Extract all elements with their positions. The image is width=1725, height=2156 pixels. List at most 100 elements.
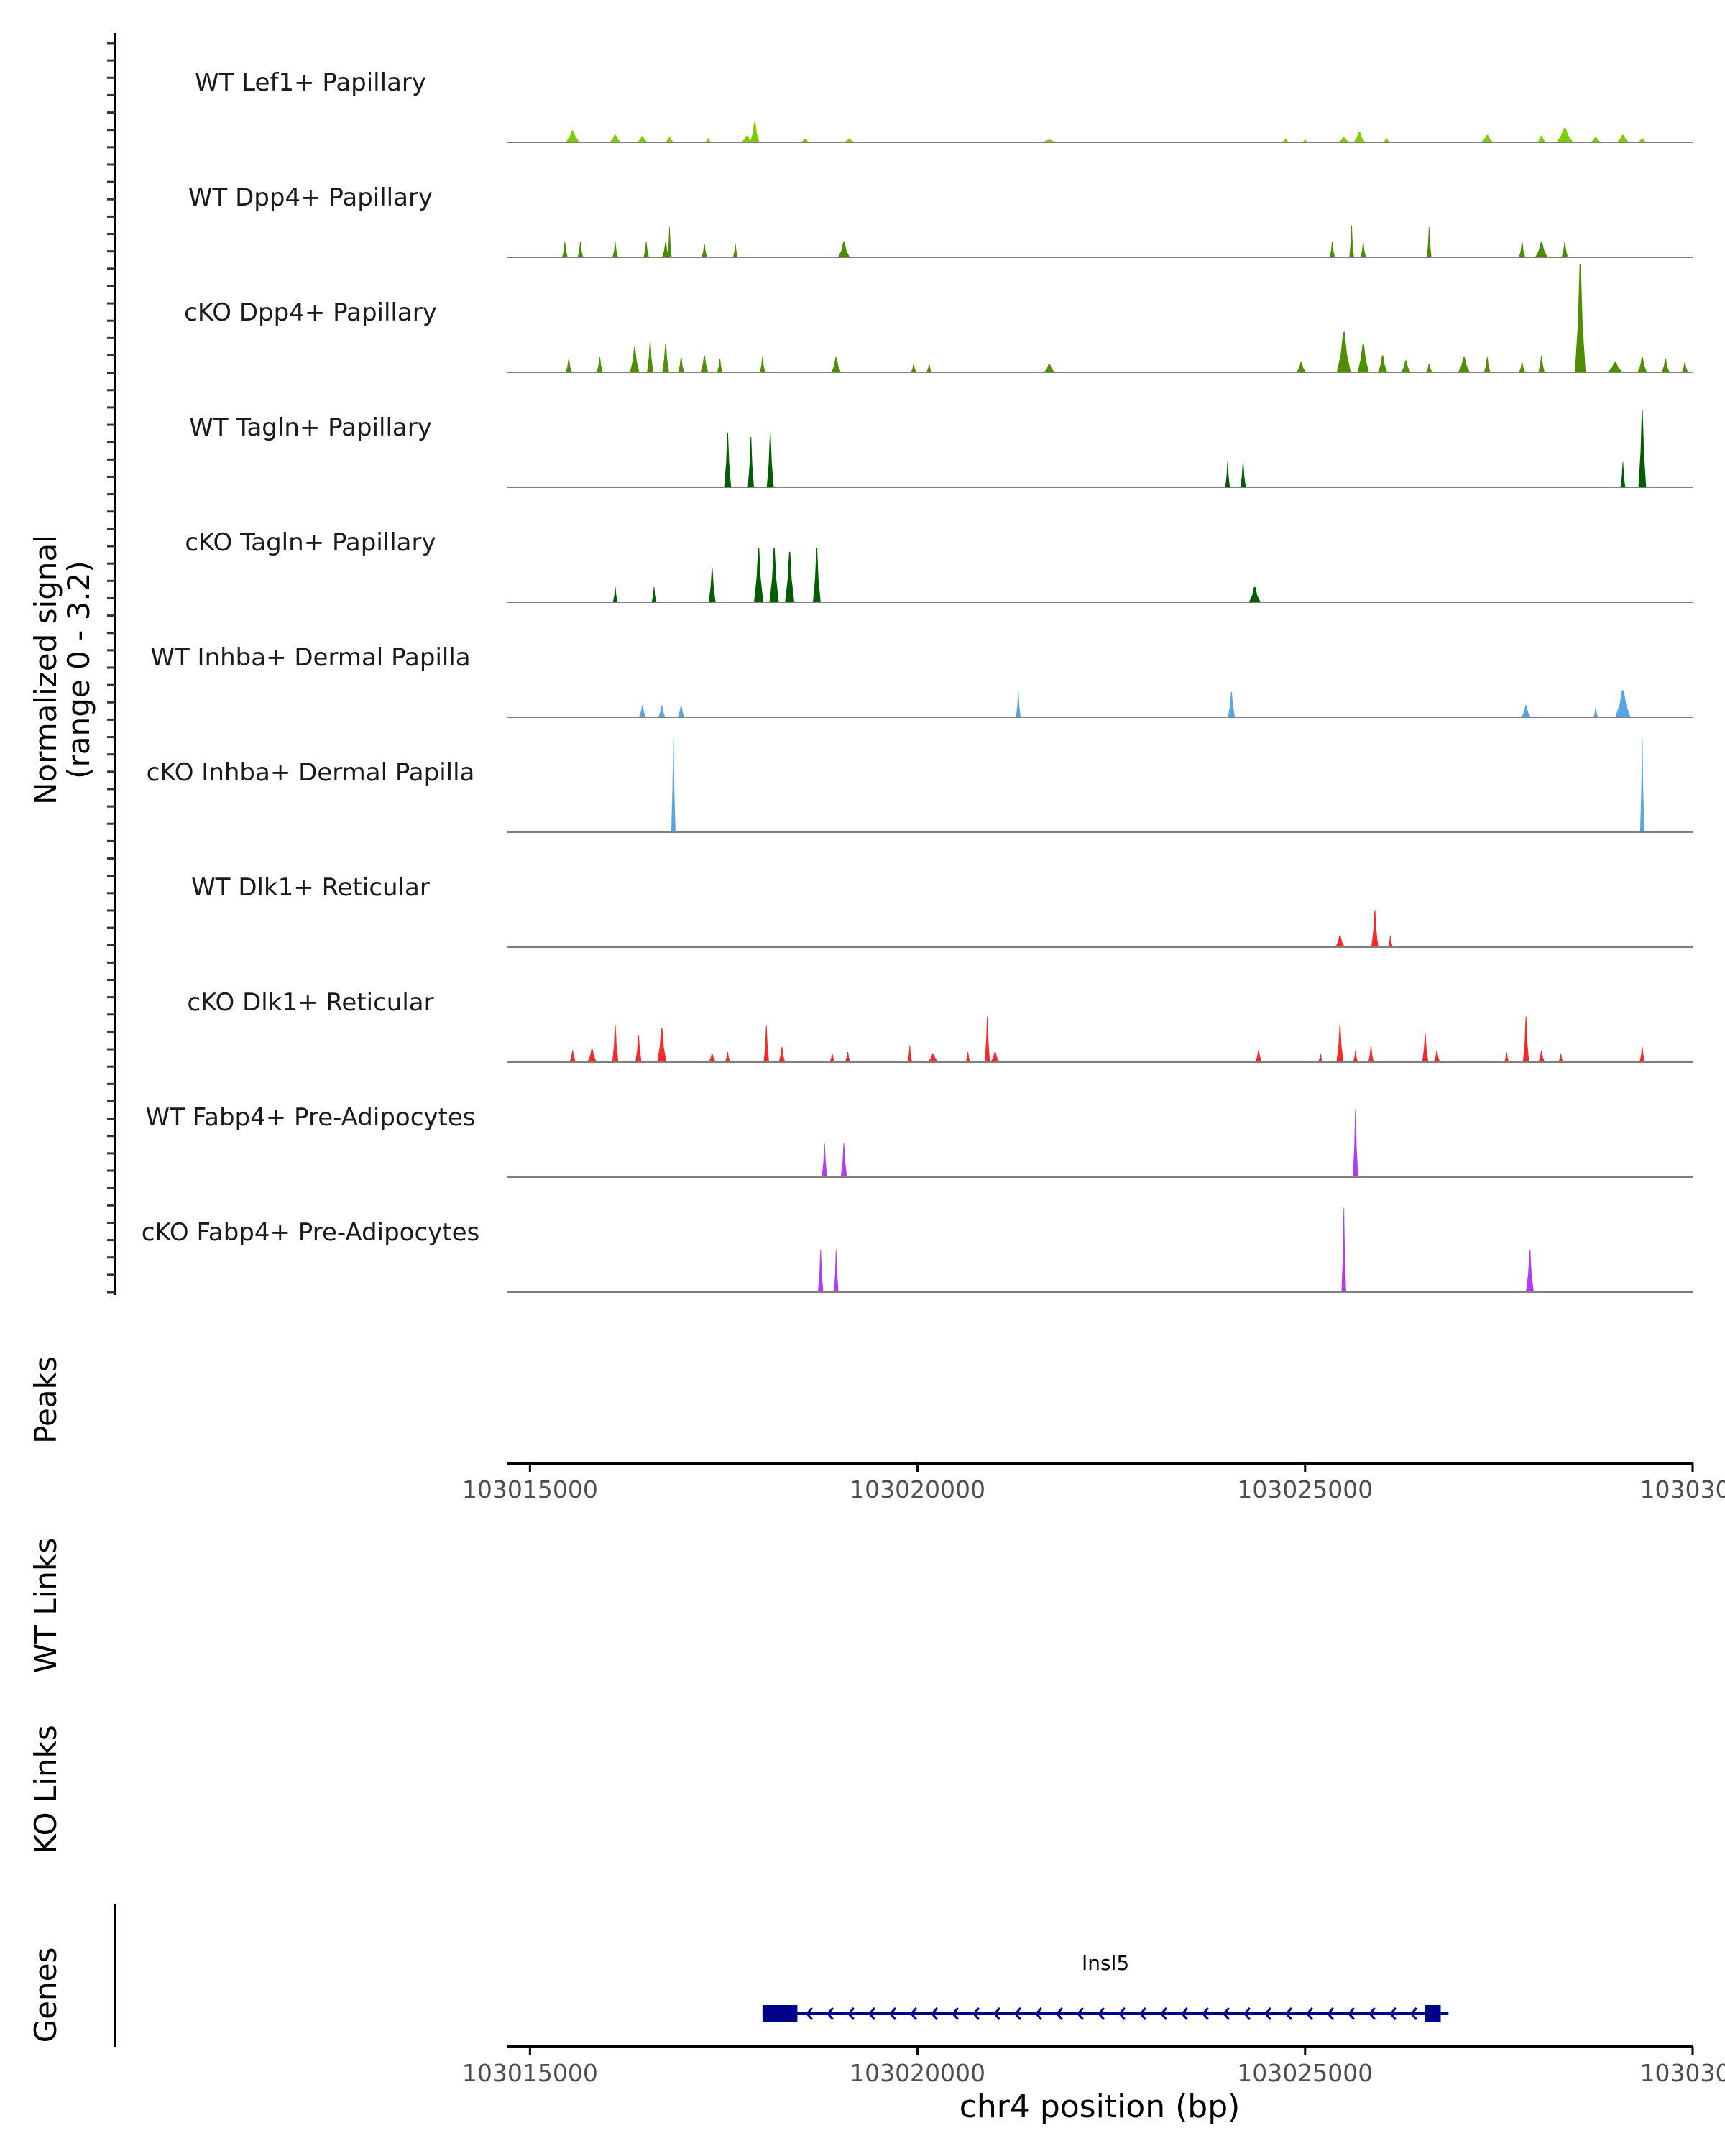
coverage-peak: [1426, 364, 1432, 372]
coverage-peak: [834, 1250, 839, 1292]
coverage-peak: [700, 355, 709, 372]
coverage-peak: [651, 586, 657, 602]
strand-arrow-icon: [847, 2007, 855, 2020]
strand-arrow-icon: [972, 2007, 980, 2020]
track-9: WT Fabp4+ Pre-Adipocytes: [146, 1103, 1693, 1178]
track-7: WT Dlk1+ Reticular: [191, 873, 1693, 948]
coverage-peak: [1458, 356, 1470, 372]
strand-arrow-icon: [1201, 2007, 1210, 2020]
coverage-peak: [1044, 364, 1055, 372]
track-8: cKO Dlk1+ Reticular: [187, 988, 1693, 1063]
track-6: cKO Inhba+ Dermal Papilla: [147, 737, 1693, 833]
coverage-peak: [1349, 225, 1354, 257]
strand-arrow-icon: [951, 2007, 960, 2020]
coverage-peak: [1535, 241, 1548, 257]
coverage-peak: [638, 705, 646, 717]
signal-axis-label-line1: Normalized signal: [28, 535, 63, 805]
strand-arrow-icon: [868, 2007, 876, 2020]
strand-arrow-icon: [1055, 2007, 1064, 2020]
genes-x-tick-label: 103020000: [850, 2059, 985, 2087]
coverage-peak: [800, 139, 811, 142]
coverage-peak: [724, 433, 732, 487]
coverage-peak: [1558, 1054, 1563, 1062]
genes-x-axis-ticks: 103015000 103020000 103025000 1030300: [462, 2047, 1725, 2087]
coverage-peak: [927, 1054, 939, 1062]
coverage-peak: [1422, 1033, 1429, 1062]
coverage-peak: [1522, 1016, 1530, 1062]
coverage-peak: [1575, 264, 1586, 372]
coverage-peak: [1537, 135, 1546, 142]
coverage-peak: [1353, 1050, 1358, 1062]
coverage-peak: [1336, 1025, 1344, 1062]
peaks-x-tick-label: 103025000: [1237, 1475, 1373, 1503]
coverage-peak: [1341, 1207, 1346, 1292]
coverage-peak: [677, 705, 685, 717]
coverage-peak: [609, 134, 622, 142]
strand-arrow-icon: [1430, 2007, 1439, 2020]
coverage-peak: [678, 356, 684, 372]
strand-arrow-icon: [1034, 2007, 1043, 2020]
strand-arrow-icon: [826, 2007, 834, 2020]
coverage-peak: [760, 356, 765, 372]
coverage-peak: [708, 1054, 717, 1062]
coverage-peak: [597, 356, 603, 372]
coverage-tracks: WT Lef1+ Papillary WT Dpp4+ Papillary cKO …: [142, 68, 1693, 1293]
strand-arrow-icon: [1138, 2007, 1147, 2020]
coverage-peak: [1383, 138, 1390, 142]
coverage-peak: [838, 241, 850, 257]
coverage-peak: [1615, 690, 1631, 717]
coverage-peak: [1329, 241, 1335, 257]
coverage-peak: [785, 551, 795, 602]
strand-arrow-icon: [930, 2007, 939, 2020]
coverage-peak: [1296, 361, 1306, 372]
coverage-peak: [822, 1143, 827, 1177]
coverage-peak: [1519, 241, 1526, 257]
coverage-peak: [1353, 1110, 1358, 1177]
coverage-peak: [1371, 910, 1379, 947]
coverage-peak: [1521, 705, 1531, 717]
coverage-peak: [1484, 356, 1491, 372]
coverage-peak: [1255, 1050, 1262, 1062]
coverage-peak: [1427, 226, 1432, 257]
track-label: WT Tagln+ Papillary: [189, 413, 432, 442]
coverage-peak: [1538, 355, 1545, 372]
coverage-peak: [831, 356, 841, 372]
coverage-peak: [813, 548, 821, 602]
coverage-peak: [1616, 134, 1629, 142]
track-4: cKO Tagln+ Papillary: [185, 528, 1693, 603]
track-5: WT Inhba+ Dermal Papilla: [150, 643, 1693, 718]
gene-exon: [762, 2005, 798, 2022]
coverage-peak: [750, 121, 760, 142]
coverage-peak: [1639, 1046, 1645, 1062]
coverage-peak: [1504, 1051, 1509, 1062]
track-2: cKO Dpp4+ Papillary: [184, 264, 1693, 373]
coverage-peak: [766, 433, 774, 487]
coverage-peak: [1481, 134, 1494, 142]
peaks-x-tick-label: 103015000: [462, 1475, 598, 1503]
track-label: cKO Fabp4+ Pre-Adipocytes: [142, 1218, 480, 1247]
coverage-peak: [1433, 1050, 1440, 1062]
strand-arrow-icon: [1264, 2007, 1272, 2020]
coverage-peak: [612, 241, 618, 257]
gene-Insl5: Insl5: [762, 1951, 1449, 2022]
coverage-peak: [667, 226, 672, 257]
coverage-peak: [754, 548, 763, 602]
coverage-peak: [1282, 139, 1290, 142]
coverage-peak: [647, 340, 653, 372]
track-label: WT Inhba+ Dermal Papilla: [150, 643, 470, 672]
coverage-peak: [1401, 360, 1411, 372]
coverage-peak: [1225, 461, 1230, 487]
strand-arrow-icon: [1284, 2007, 1293, 2020]
coverage-peak: [1637, 356, 1647, 372]
genes-x-tick-label: 103025000: [1237, 2059, 1373, 2087]
coverage-peak: [566, 359, 572, 372]
coverage-peak: [769, 548, 779, 602]
coverage-peak: [778, 1046, 786, 1062]
coverage-peak: [732, 244, 738, 257]
coverage-peak: [1526, 1250, 1534, 1292]
peaks-x-axis-ticks: 103015000 103020000 103025000 1030300: [462, 1463, 1725, 1503]
coverage-peak: [1337, 331, 1351, 372]
coverage-peak: [1556, 128, 1573, 142]
coverage-peak: [612, 1025, 619, 1062]
